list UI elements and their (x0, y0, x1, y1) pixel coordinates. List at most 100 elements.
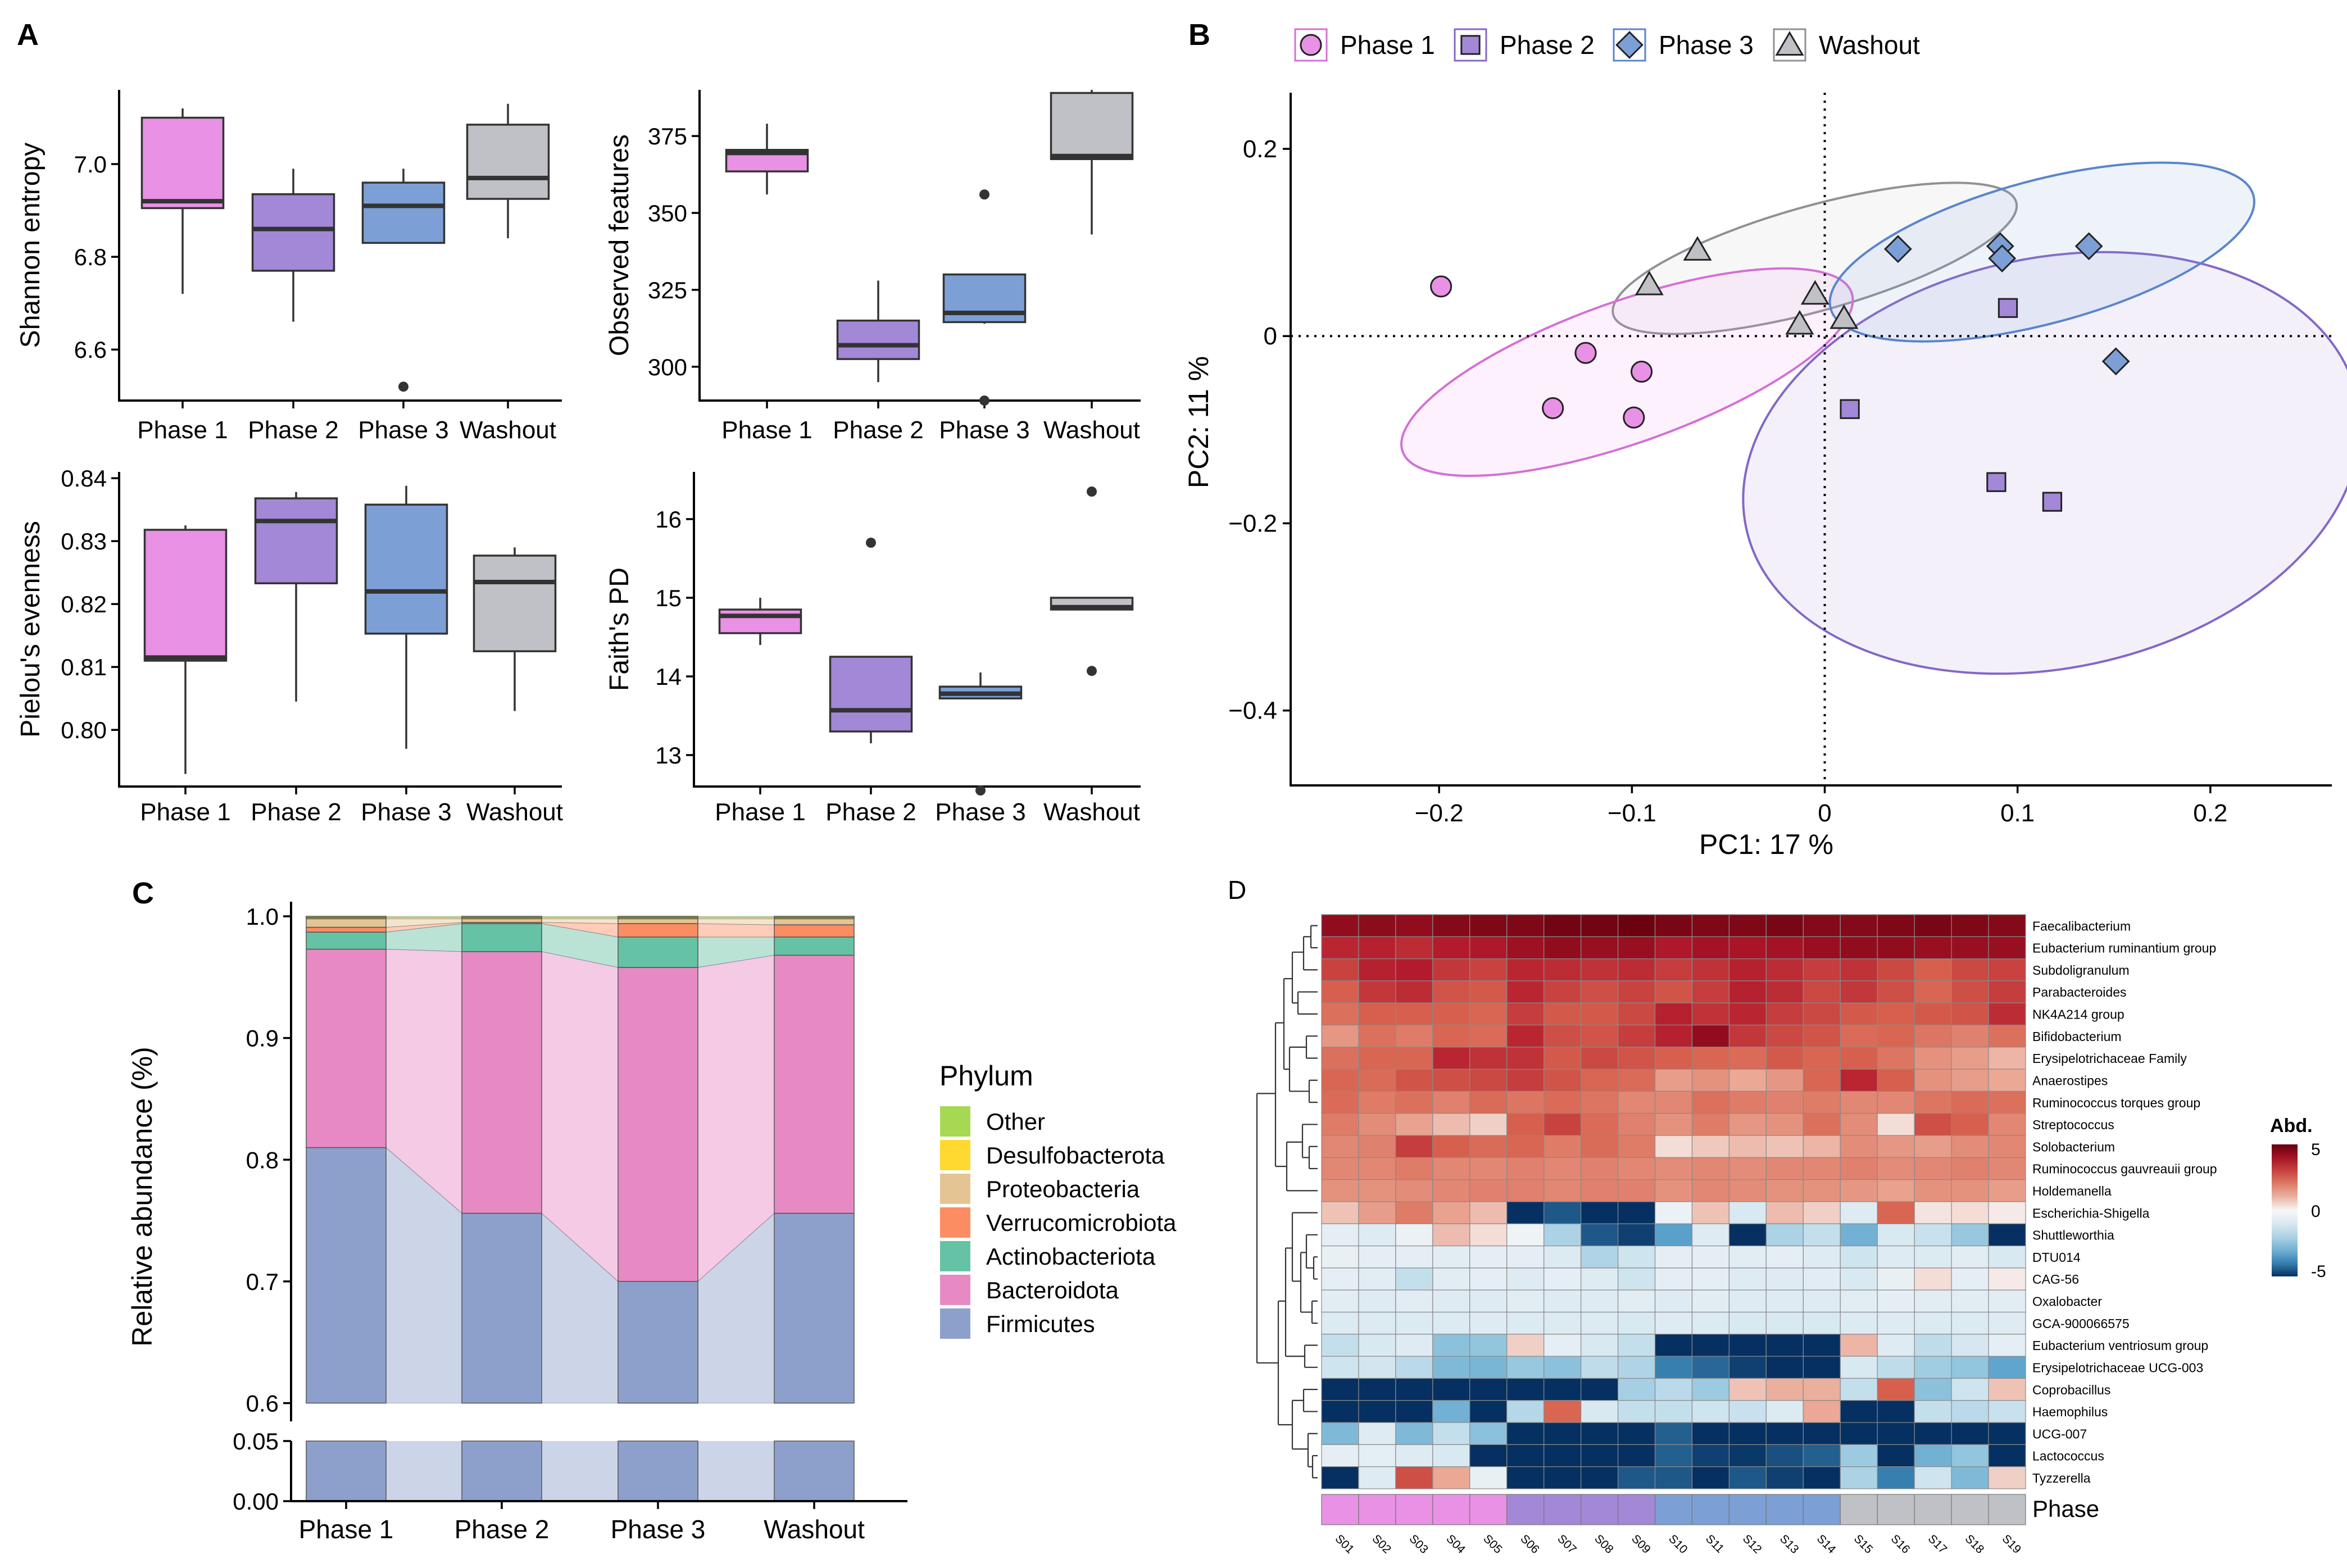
heatmap-cell (1914, 1246, 1952, 1269)
x-tick-label: Phase 3 (939, 416, 1029, 444)
heatmap-cell (1432, 980, 1470, 1003)
heatmap-cell (1728, 1400, 1767, 1423)
heatmap-cell (1544, 1378, 1582, 1401)
heatmap-cell (1432, 936, 1470, 960)
heatmap-cell (1765, 1135, 1804, 1158)
box-phase-1 (140, 116, 225, 210)
legend-marker-washout (1775, 31, 1804, 56)
point-washout (1635, 270, 1664, 296)
heatmap-cell (1654, 1378, 1693, 1401)
point-washout (1785, 310, 1814, 335)
heatmap-cell (1581, 1400, 1619, 1423)
sample-label: S09 (1629, 1532, 1653, 1556)
ellipse-washout (1611, 181, 2018, 335)
row-label: DTU014 (2032, 1250, 2081, 1265)
heatmap-cell (1728, 1047, 1767, 1070)
bar-segment-actinobacteriota (306, 931, 387, 950)
point-phase-2 (1986, 472, 2006, 492)
sample-label: S18 (1963, 1532, 1987, 1556)
heatmap-cell (1544, 1113, 1582, 1136)
x-tick-label: Washout (460, 416, 556, 444)
heatmap-cell (1506, 1422, 1545, 1445)
heatmap-cell (1951, 1378, 1989, 1401)
bar-segment-other (774, 916, 855, 918)
heatmap-cell (1617, 1223, 1656, 1247)
heatmap-cell (1691, 1179, 1730, 1202)
heatmap-cell (1432, 1246, 1470, 1269)
bar-segment-bacteroidota (461, 951, 542, 1214)
heatmap-cell (1765, 1311, 1804, 1335)
heatmap-cell (1654, 1334, 1693, 1357)
heatmap-cell (1840, 936, 1878, 960)
heatmap-cell (1914, 1090, 1952, 1114)
bar-segment-proteobacteria (774, 918, 855, 925)
heatmap-cell (1691, 1246, 1730, 1269)
heatmap-cell (1581, 1024, 1619, 1048)
heatmap-cell (1691, 1311, 1730, 1335)
heatmap-cell (1988, 1090, 2026, 1114)
heatmap-cell (1432, 1334, 1470, 1357)
legend-label-verrucomicrobiota: Verrucomicrobiota (986, 1210, 1177, 1236)
heatmap-cell (1951, 914, 1989, 937)
heatmap-cell (1469, 1311, 1508, 1335)
bar-segment-bacteroidota (618, 967, 698, 1282)
heatmap-cell (1395, 1400, 1433, 1423)
x-tick-label: Washout (466, 798, 563, 826)
sample-label: S12 (1740, 1532, 1764, 1556)
heatmap-cell (1765, 1378, 1804, 1401)
heatmap-cell (1395, 1179, 1433, 1202)
heatmap-cell (1581, 1113, 1619, 1136)
heatmap-cell (1840, 1002, 1878, 1026)
outlier-point (979, 189, 989, 200)
heatmap-cell (1617, 1024, 1656, 1048)
heatmap-cell (1840, 1289, 1878, 1313)
heatmap-cell (1691, 1223, 1730, 1247)
annotation-cell-phase-1 (1432, 1494, 1470, 1525)
outlier-point (866, 538, 876, 548)
heatmap-cell (1728, 1069, 1767, 1092)
point-phase-2 (1840, 399, 1860, 419)
panel-label-d: D (1228, 875, 1246, 905)
heatmap-cell (1358, 1311, 1396, 1335)
heatmap-cell (1951, 1289, 1989, 1313)
y-tick-label: 0 (1264, 322, 1277, 350)
heatmap-cell (1728, 1267, 1767, 1290)
heatmap-cell (1581, 1135, 1619, 1158)
y-tick-label: 0.05 (233, 1428, 279, 1455)
heatmap-cell (1358, 1179, 1396, 1202)
point-phase-1 (1630, 360, 1653, 383)
x-tick-label: Washout (1043, 798, 1140, 826)
heatmap-cell (1691, 1400, 1730, 1423)
y-tick-label: 0.7 (246, 1269, 279, 1295)
x-tick-label: 0 (1818, 799, 1831, 827)
heatmap-cell (1469, 980, 1508, 1003)
heatmap-cell (1432, 914, 1470, 937)
heatmap-cell (1321, 958, 1359, 981)
heatmap-cell (1728, 1311, 1767, 1335)
x-tick-label: Washout (1043, 416, 1140, 444)
heatmap-cell (1581, 1002, 1619, 1026)
heatmap-cell (1358, 1422, 1396, 1445)
heatmap-cell (1988, 1113, 2026, 1136)
heatmap-cell (1395, 1024, 1433, 1048)
heatmap-cell (1877, 1289, 1915, 1313)
heatmap-cell (1840, 1047, 1878, 1070)
y-tick-label: 16 (655, 506, 682, 533)
legend-swatch-firmicutes (939, 1307, 972, 1340)
heatmap-cell (1914, 1201, 1952, 1224)
heatmap-cell (1617, 958, 1656, 981)
x-axis-label: PC1: 17 % (1699, 829, 1833, 860)
x-tick-label: Phase 3 (611, 1515, 706, 1544)
outlier-point (1087, 666, 1097, 676)
heatmap-cell (1358, 1400, 1396, 1423)
heatmap-cell (1654, 1024, 1693, 1048)
heatmap-cell (1581, 1466, 1619, 1489)
heatmap-cell (1321, 1356, 1359, 1379)
heatmap-cell (1877, 1400, 1915, 1423)
heatmap-cell (1840, 1311, 1878, 1335)
heatmap-cell (1395, 1289, 1433, 1313)
row-label: Ruminococcus gauvreauii group (2032, 1162, 2217, 1176)
heatmap-cell (1469, 1024, 1508, 1048)
